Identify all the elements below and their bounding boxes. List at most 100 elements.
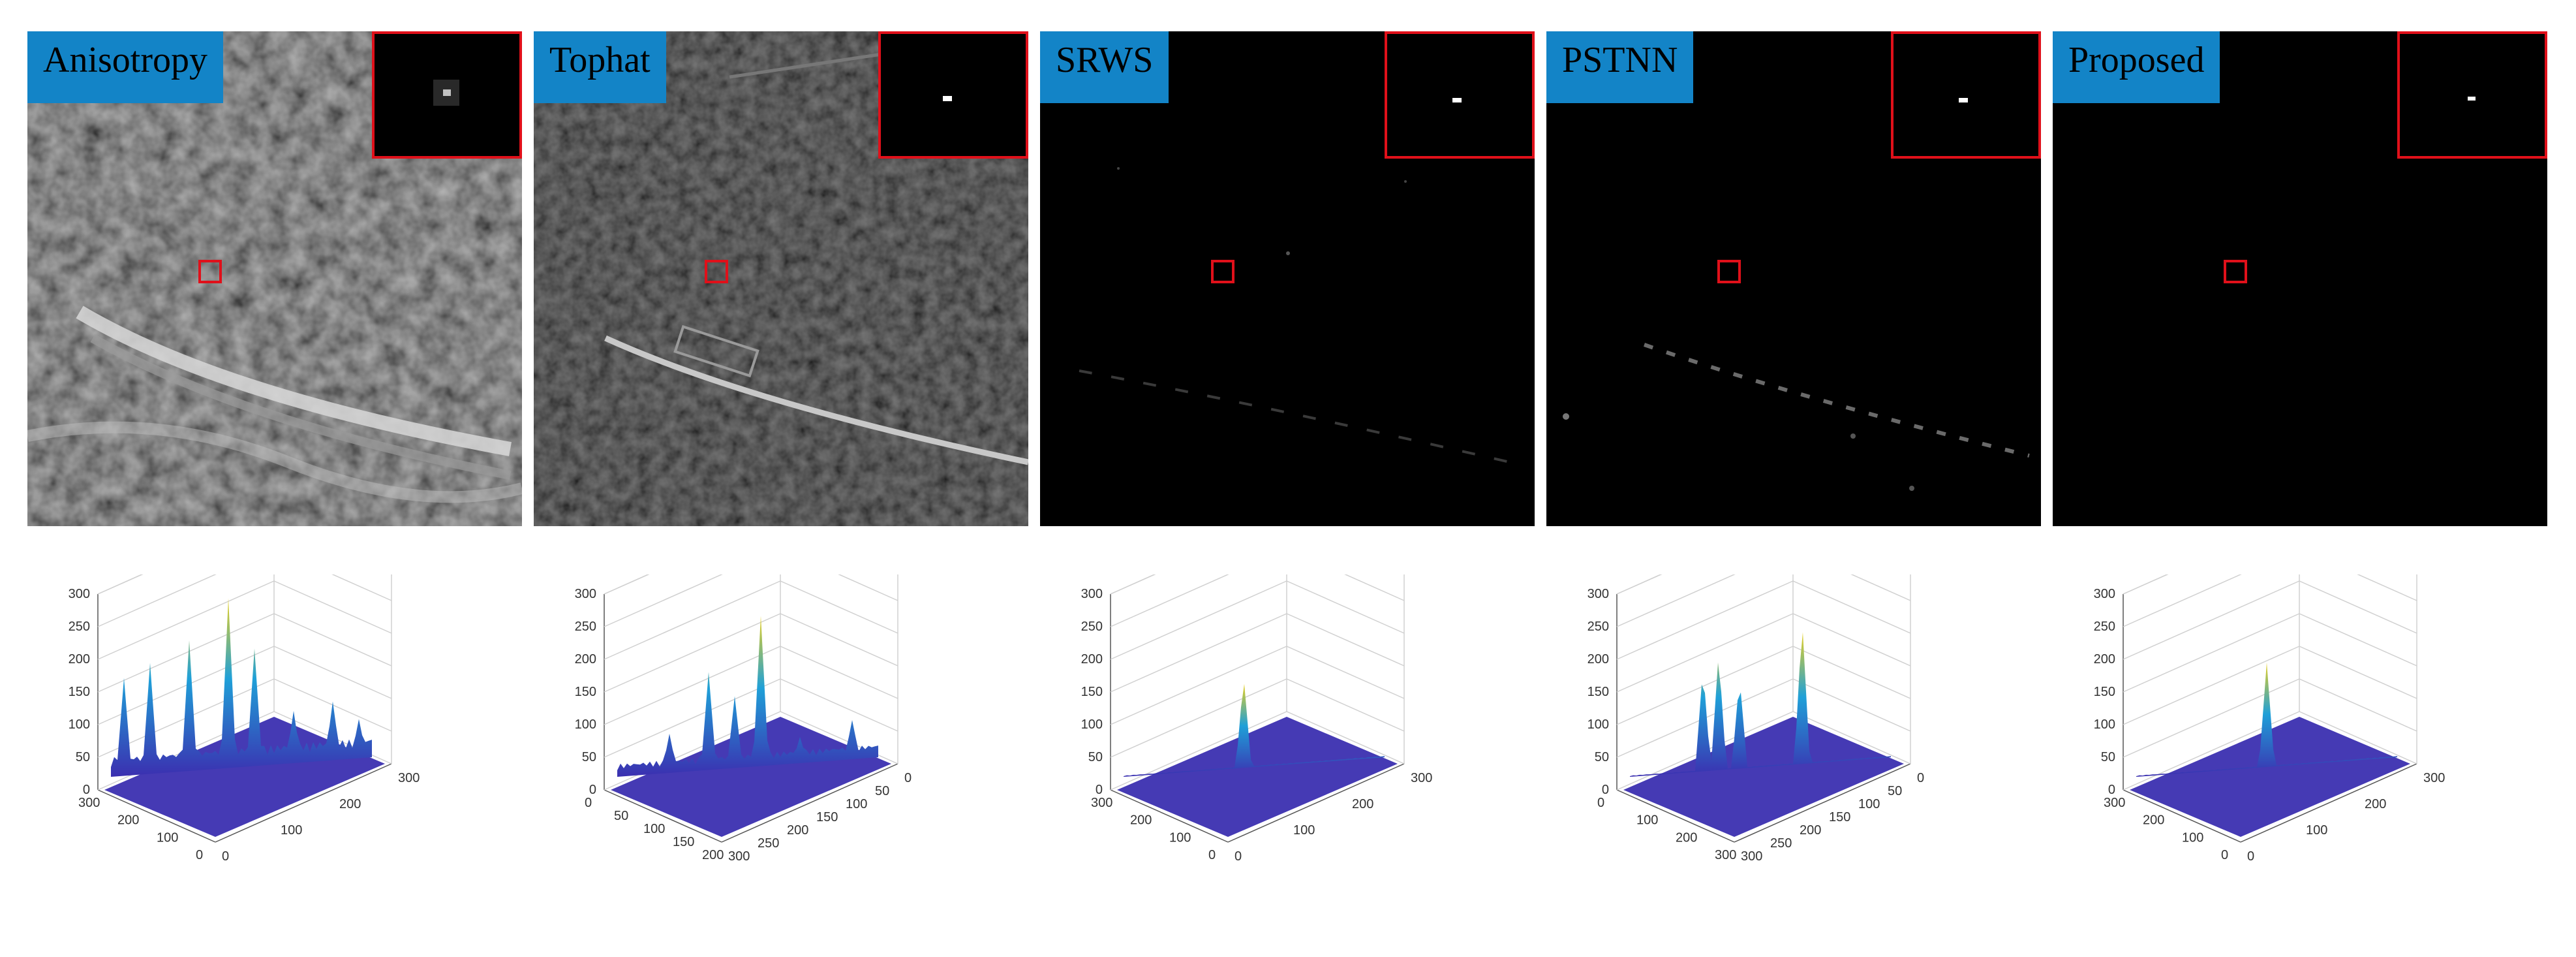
z-tick-label: 0 [2108,783,2115,797]
method-label: Anisotropy [27,31,223,103]
x-tick-label: 0 [222,849,229,864]
x-tick-label: 250 [1770,836,1792,851]
z-tick-label: 150 [1081,685,1103,699]
y-tick-label: 200 [2143,813,2164,828]
y-tick-label: 200 [1676,830,1697,845]
z-tick-label: 250 [1081,620,1103,634]
surface-plot-proposed: 300 250 200 150 100 50 0 0 100 200 300 300 200 100 0 [2094,574,2445,864]
y-tick-label: 100 [1636,813,1658,828]
surface-plot-pstnn: 3002502001501005003002502001501005000100… [1587,574,1924,864]
y-tick-label: 0 [2221,848,2228,862]
zoom-inset [2397,31,2547,159]
x-tick-label: 100 [281,823,302,838]
z-tick-label: 50 [76,750,90,764]
y-tick-label: 100 [157,830,178,845]
x-tick-label: 100 [1858,797,1880,811]
z-tick-label: 300 [69,587,90,601]
surface-mesh [2136,663,2397,777]
z-tick-label: 300 [1081,587,1103,601]
z-tick-label: 150 [1587,685,1609,699]
z-tick-label: 0 [1096,783,1103,797]
method-label: Tophat [534,31,666,103]
target-box [198,260,222,283]
y-tick-label: 100 [1169,830,1191,845]
surface-plot-anisotropy: 300 250 200 150 100 50 0 0 100 200 300 300 200 100 0 [69,574,420,864]
x-tick-label: 200 [787,823,808,838]
x-tick-label: 50 [1888,784,1902,798]
z-tick-label: 300 [1587,587,1609,601]
y-tick-label: 0 [196,848,203,862]
x-tick-label: 150 [1829,810,1850,824]
z-tick-label: 100 [1587,717,1609,732]
method-label: PSTNN [1546,31,1694,103]
y-tick-label: 200 [117,813,139,828]
x-tick-label: 0 [2247,849,2254,864]
y-tick-label: 300 [2104,796,2125,810]
z-tick-label: 300 [2094,587,2115,601]
x-tick-label: 0 [1917,771,1924,785]
z-tick-label: 0 [1602,783,1609,797]
zoom-inset [1891,31,2041,159]
target-box [1717,260,1741,283]
x-tick-label: 200 [1352,797,1373,811]
z-tick-label: 250 [575,620,596,634]
z-tick-label: 200 [2094,652,2115,667]
y-tick-label: 200 [702,848,724,862]
z-tick-label: 100 [2094,717,2115,732]
x-tick-label: 100 [846,797,867,811]
z-tick-label: 50 [1595,750,1609,764]
x-tick-label: 300 [1411,771,1432,785]
y-tick-label: 100 [2182,830,2203,845]
z-tick-label: 0 [589,783,596,797]
surface-floor [1117,717,1398,837]
surface-plot-srws: 300 250 200 150 100 50 0 0 100 200 300 300 200 100 0 [1081,574,1432,864]
z-tick-label: 50 [2101,750,2115,764]
zoom-inset [1385,31,1535,159]
x-tick-label: 0 [904,771,912,785]
y-tick-label: 0 [1597,796,1604,810]
method-label: Proposed [2053,31,2220,103]
z-tick-label: 150 [2094,685,2115,699]
result-image-tophat: Tophat [534,31,1028,526]
axis-frame [1110,574,1405,843]
z-tick-label: 50 [1088,750,1103,764]
y-tick-label: 300 [78,796,100,810]
tophat-image [534,31,1028,526]
y-tick-label: 300 [1091,796,1112,810]
z-tick-label: 50 [582,750,596,764]
y-tick-label: 0 [1208,848,1216,862]
result-image-pstnn: PSTNN [1546,31,2041,526]
x-tick-label: 300 [1741,849,1762,864]
x-tick-label: 100 [1293,823,1315,838]
z-tick-label: 150 [69,685,90,699]
z-tick-label: 200 [575,652,596,667]
target-box [2224,260,2247,283]
x-tick-label: 300 [2423,771,2445,785]
z-tick-label: 250 [2094,620,2115,634]
result-image-srws: SRWS [1040,31,1535,526]
surface-floor [611,717,891,837]
surface-plot-tophat: 3002502001501005003002502001501005000501… [575,574,912,864]
z-tick-label: 200 [69,652,90,667]
z-tick-label: 100 [69,717,90,732]
z-tick-label: 300 [575,587,596,601]
z-tick-label: 250 [1587,620,1609,634]
y-tick-label: 200 [1130,813,1152,828]
surface-floor [1623,717,1904,837]
z-tick-label: 200 [1081,652,1103,667]
x-tick-label: 150 [816,810,838,824]
result-image-anisotropy: Anisotropy [27,31,522,526]
zoom-inset [878,31,1028,159]
z-tick-label: 250 [69,620,90,634]
zoom-inset [372,31,522,159]
x-tick-label: 300 [728,849,750,864]
z-tick-label: 100 [1081,717,1103,732]
x-tick-label: 200 [1800,823,1821,838]
x-tick-label: 250 [758,836,779,851]
target-box [1211,260,1234,283]
x-tick-label: 0 [1234,849,1242,864]
y-tick-label: 300 [1715,848,1736,862]
surface-mesh [111,598,372,777]
x-tick-label: 300 [398,771,420,785]
axis-frame [604,574,898,843]
